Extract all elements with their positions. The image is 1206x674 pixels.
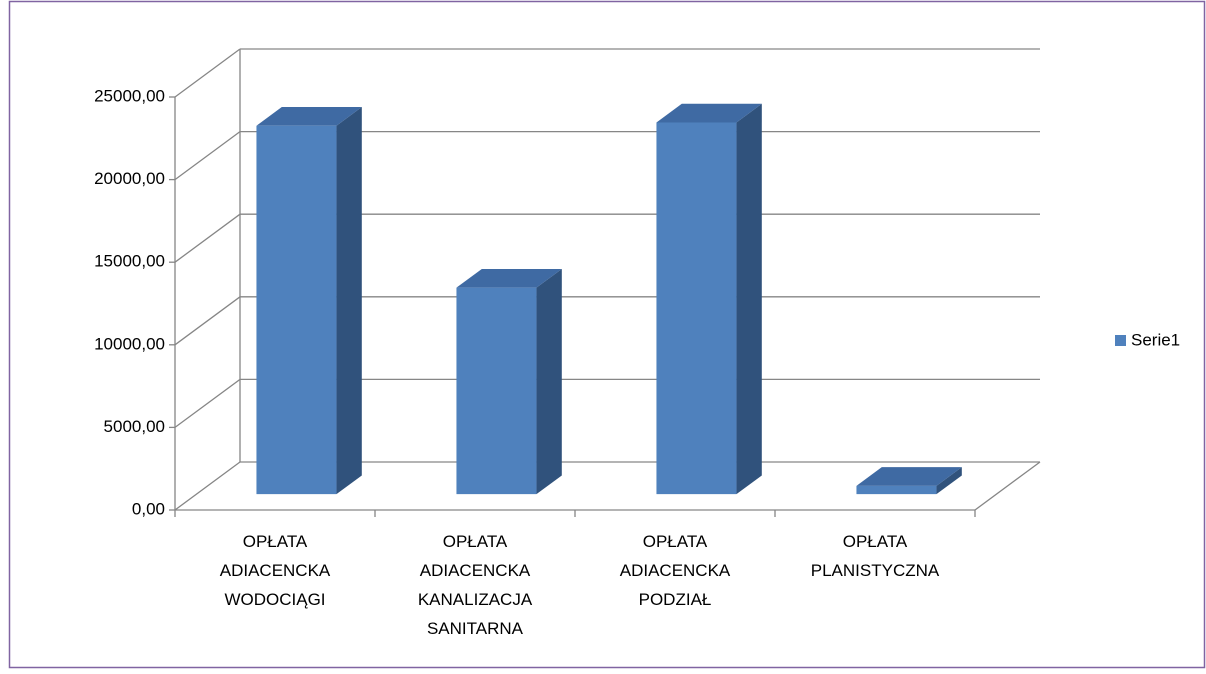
x-tick-label-line: ADIACENCKA (220, 561, 331, 580)
floor-edge (974, 461, 1041, 511)
x-tick-label-line: PODZIAŁ (639, 590, 712, 609)
chart-border (8, 0, 1206, 669)
bar-top (656, 103, 762, 123)
y-tick-label: 0,00 (132, 499, 165, 518)
grid-line (174, 461, 241, 511)
y-tick-label: 20000,00 (94, 169, 165, 188)
y-tick-label: 10000,00 (94, 334, 165, 353)
x-tick-label-line: OPŁATA (643, 532, 708, 551)
x-tick-label-line: OPŁATA (443, 532, 508, 551)
x-tick-label-line: KANALIZACJA (418, 590, 533, 609)
x-tick-label: OPŁATA PLANISTYCZNA (811, 532, 940, 580)
bar-side (336, 107, 362, 495)
bar-front (456, 287, 537, 495)
x-tick-label-line: WODOCIĄGI (224, 590, 325, 609)
legend-swatch (1115, 335, 1126, 346)
bar-side (536, 268, 562, 495)
x-tick-label-line: OPŁATA (843, 532, 908, 551)
bar-front (256, 125, 337, 495)
bar (656, 103, 762, 495)
x-tick-label: OPŁATA ADIACENCKA WODOCIĄGI (220, 532, 331, 609)
y-tick-label: 15000,00 (94, 252, 165, 271)
grid-line (174, 131, 241, 181)
x-tick-label-line: PLANISTYCZNA (811, 561, 940, 580)
grid-line (174, 296, 241, 346)
x-tick-label-line: SANITARNA (427, 619, 524, 638)
bar-top (256, 107, 362, 126)
grid-line (174, 48, 241, 98)
bar-top (456, 268, 562, 288)
x-tick-label: OPŁATA ADIACENCKA PODZIAŁ (620, 532, 731, 609)
bar-front (656, 122, 737, 495)
x-tick-label: OPŁATA ADIACENCKA KANALIZACJA SANITARNA (418, 532, 533, 638)
x-tick-label-line: ADIACENCKA (420, 561, 531, 580)
x-tick-label-line: OPŁATA (243, 532, 308, 551)
x-tick-label-line: ADIACENCKA (620, 561, 731, 580)
y-tick-label: 25000,00 (94, 86, 165, 105)
bar-side (736, 103, 762, 495)
grid-line (174, 213, 241, 263)
bar (856, 467, 962, 495)
bar-front (856, 485, 937, 495)
grid-line (174, 378, 241, 428)
legend-label: Serie1 (1131, 330, 1180, 349)
bar (256, 107, 362, 495)
y-tick-label: 5000,00 (104, 417, 165, 436)
bar-top (856, 467, 962, 486)
bar (456, 268, 562, 495)
bar-side (936, 467, 962, 495)
